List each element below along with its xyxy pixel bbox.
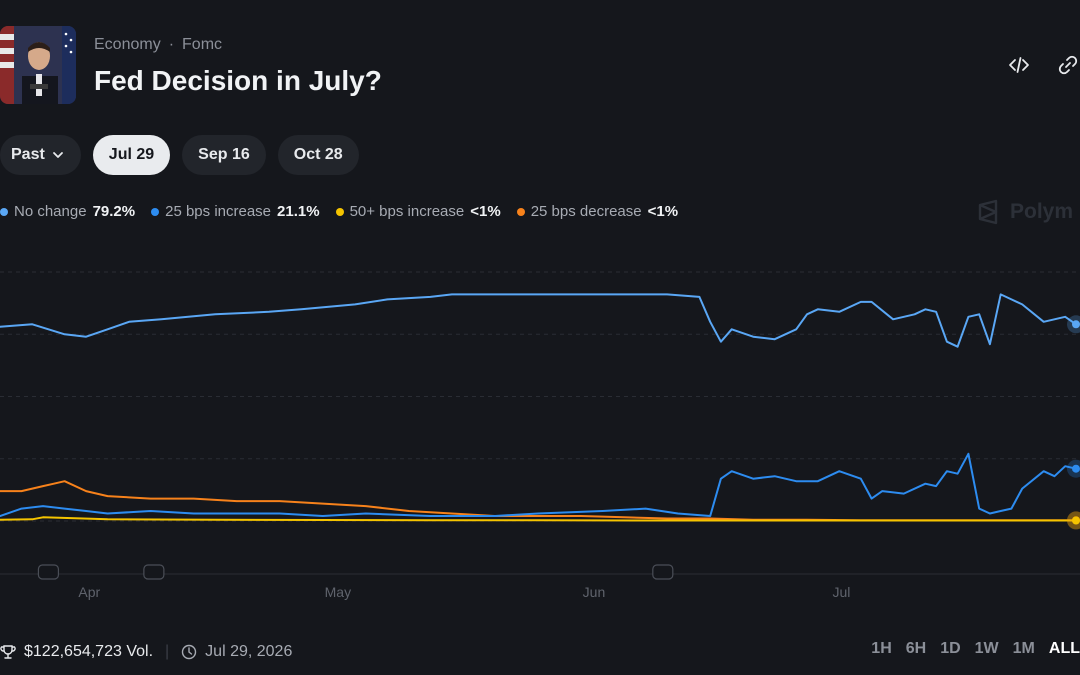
chart-series [0,293,1077,522]
legend-item: 25 bps increase 21.1% [151,203,320,220]
legend-value: 21.1% [277,203,320,220]
market-thumbnail [0,26,76,104]
legend-name: 25 bps decrease [530,203,642,220]
range-1h[interactable]: 1H [871,640,892,657]
range-1d[interactable]: 1D [940,640,961,657]
legend-dot [151,207,160,216]
end-date-text: Jul 29, 2026 [205,643,293,660]
chevron-down-icon [52,152,63,158]
chart-legend: No change 79.2% 25 bps increase 21.1% 50… [0,203,678,220]
breadcrumb-subcategory[interactable]: Fomc [182,36,223,53]
x-tick-label: Apr [78,584,100,600]
polymarket-logo-icon [978,199,998,225]
legend-name: No change [14,203,87,220]
event-marker [652,564,674,580]
chart-grid [0,271,1080,575]
legend-name: 50+ bps increase [349,203,465,220]
breadcrumb: Economy · Fomc [94,36,222,54]
watermark-text: Polym [1010,200,1074,223]
legend-value: <1% [647,203,679,220]
x-axis-ticks: Apr May Jun Jul [78,584,850,600]
time-range-selector: 1H 6H 1D 1W 1M ALL [871,640,1080,658]
legend-name: 25 bps increase [165,203,272,220]
link-icon [1058,55,1078,75]
series-end-dot [1072,516,1080,525]
trophy-icon [0,645,16,659]
legend-value: <1% [470,203,501,220]
series-line [0,452,1077,517]
chart-footer: $122,654,723 Vol. | Jul 29, 2026 1H 6H 1… [0,640,1080,664]
copy-link-button[interactable] [1053,50,1080,80]
polymarket-watermark: Polym [976,199,1073,225]
range-6h[interactable]: 6H [905,640,927,657]
x-tick-label: Jun [583,584,606,600]
end-date: Jul 29, 2026 [181,643,292,661]
series-end-dots [1067,315,1080,530]
event-markers [37,564,674,580]
embed-button[interactable] [1004,50,1034,80]
x-tick-label: May [325,584,351,600]
series-end-dot [1072,320,1080,329]
legend-value: 79.2% [92,203,136,220]
price-chart[interactable]: Apr May Jun Jul [0,255,1080,610]
tab-jul-29[interactable]: Jul 29 [92,135,171,175]
breadcrumb-category[interactable]: Economy [94,36,161,53]
legend-item: 50+ bps increase <1% [335,203,501,220]
range-1m[interactable]: 1M [1012,640,1035,657]
volume-text: $122,654,723 Vol. [24,643,154,660]
event-marker [37,564,60,580]
page-title: Fed Decision in July? [94,65,382,96]
past-label: Past [11,146,45,163]
event-marker [143,564,165,580]
series-end-dot [1072,464,1080,473]
legend-dot [516,207,525,216]
series-line [0,293,1077,348]
legend-dot [335,207,344,216]
x-tick-label: Jul [832,584,850,600]
clock-icon [181,644,197,660]
past-dropdown[interactable]: Past [0,135,81,175]
breadcrumb-separator: · [168,36,175,53]
tab-sep-16[interactable]: Sep 16 [182,135,266,175]
footer-divider: | [165,643,170,660]
volume: $122,654,723 Vol. [0,643,153,661]
legend-dot [0,207,8,216]
range-1w[interactable]: 1W [974,640,999,657]
range-all[interactable]: ALL [1048,640,1080,657]
speaker-photo [0,26,76,104]
tab-oct-28[interactable]: Oct 28 [277,135,359,175]
series-line [0,516,1077,522]
legend-item: 25 bps decrease <1% [516,203,679,220]
date-tabs: Past Jul 29 Sep 16 Oct 28 [0,135,359,175]
embed-icon [1009,57,1029,73]
legend-item: No change 79.2% [0,203,135,220]
